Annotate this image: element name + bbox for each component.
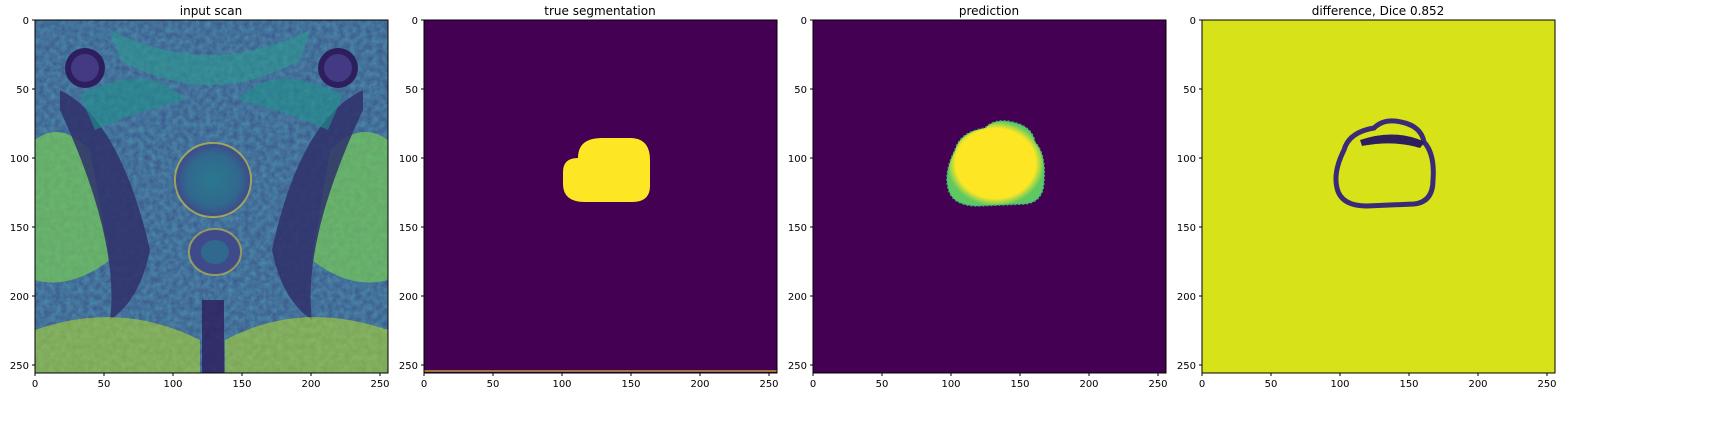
segmentation-mask-image <box>424 20 777 373</box>
prediction-mask-region <box>946 120 1046 207</box>
x-tick-label: 250 <box>1537 379 1556 390</box>
x-tick-label: 150 <box>1010 379 1029 390</box>
x-tick-label: 250 <box>759 379 778 390</box>
y-tick-label: 50 <box>405 85 418 96</box>
axes-frame <box>812 19 1167 374</box>
x-axis: 0 50 100 150 200 250 <box>1199 373 1557 390</box>
y-tick-label: 100 <box>788 154 807 165</box>
x-tick-label: 150 <box>1399 379 1418 390</box>
y-tick-label: 0 <box>23 16 29 27</box>
y-tick-label: 200 <box>788 292 807 303</box>
y-tick-label: 0 <box>1190 16 1196 27</box>
y-axis: 0 50 100 150 200 250 <box>399 16 424 372</box>
y-tick-label: 150 <box>788 223 807 234</box>
x-tick-label: 50 <box>1265 379 1278 390</box>
y-tick-label: 150 <box>1177 223 1196 234</box>
panel-title: input scan <box>180 4 243 18</box>
x-tick-label: 150 <box>232 379 251 390</box>
y-tick-label: 250 <box>399 361 418 372</box>
y-tick-label: 200 <box>10 292 29 303</box>
difference-ring <box>1333 118 1436 209</box>
y-tick-label: 200 <box>399 292 418 303</box>
y-tick-label: 100 <box>1177 154 1196 165</box>
y-tick-label: 50 <box>16 85 29 96</box>
y-tick-label: 0 <box>412 16 418 27</box>
panel-difference: difference, Dice 0.852 0 50 100 150 200 … <box>1177 4 1557 390</box>
x-tick-label: 100 <box>552 379 571 390</box>
y-tick-label: 250 <box>1177 361 1196 372</box>
mri-scan-image <box>35 20 388 373</box>
y-tick-label: 100 <box>399 154 418 165</box>
x-tick-label: 200 <box>1079 379 1098 390</box>
x-tick-label: 0 <box>421 379 427 390</box>
y-tick-label: 150 <box>399 223 418 234</box>
y-tick-label: 200 <box>1177 292 1196 303</box>
panel-input-scan: input scan <box>10 4 390 390</box>
true-mask-region <box>563 138 650 202</box>
y-tick-label: 250 <box>10 361 29 372</box>
y-axis: 0 50 100 150 200 250 <box>1177 16 1202 372</box>
x-tick-label: 100 <box>163 379 182 390</box>
x-tick-label: 250 <box>370 379 389 390</box>
y-tick-label: 0 <box>801 16 807 27</box>
x-axis: 0 50 100 150 200 250 <box>810 373 1168 390</box>
x-tick-label: 200 <box>301 379 320 390</box>
panel-title: difference, Dice 0.852 <box>1312 4 1445 18</box>
x-tick-label: 200 <box>1468 379 1487 390</box>
y-tick-label: 150 <box>10 223 29 234</box>
axes-frame <box>34 19 389 374</box>
panel-title: true segmentation <box>544 4 655 18</box>
x-tick-label: 250 <box>1148 379 1167 390</box>
prediction-mask-image <box>813 20 1166 373</box>
x-tick-label: 0 <box>810 379 816 390</box>
x-tick-label: 0 <box>32 379 38 390</box>
axes-frame <box>423 19 778 374</box>
y-axis: 0 50 100 150 200 250 <box>10 16 35 372</box>
panel-prediction: prediction 0 50 100 150 200 250 0 50 100… <box>788 4 1168 390</box>
panel-title: prediction <box>959 4 1019 18</box>
x-tick-label: 150 <box>621 379 640 390</box>
y-tick-label: 100 <box>10 154 29 165</box>
x-axis: 0 50 100 150 200 250 <box>421 373 779 390</box>
difference-image <box>1202 20 1555 373</box>
axes-frame <box>1201 19 1556 374</box>
panel-true-segmentation: true segmentation 0 50 100 150 200 250 0… <box>399 4 779 390</box>
x-axis: 0 50 100 150 200 250 <box>32 373 390 390</box>
x-tick-label: 50 <box>487 379 500 390</box>
y-axis: 0 50 100 150 200 250 <box>788 16 813 372</box>
x-tick-label: 50 <box>98 379 111 390</box>
x-tick-label: 100 <box>1330 379 1349 390</box>
x-tick-label: 0 <box>1199 379 1205 390</box>
y-tick-label: 50 <box>1183 85 1196 96</box>
x-tick-label: 100 <box>941 379 960 390</box>
y-tick-label: 50 <box>794 85 807 96</box>
y-tick-label: 250 <box>788 361 807 372</box>
x-tick-label: 200 <box>690 379 709 390</box>
x-tick-label: 50 <box>876 379 889 390</box>
